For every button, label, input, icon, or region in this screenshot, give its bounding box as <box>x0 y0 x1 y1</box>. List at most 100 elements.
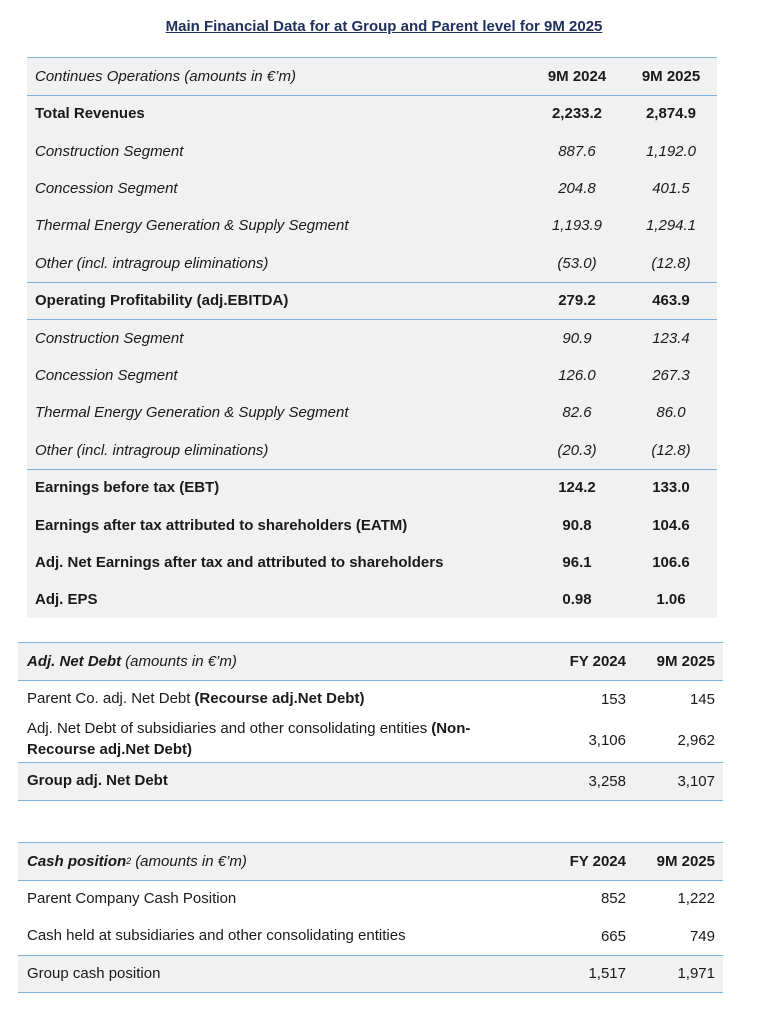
rule <box>18 955 723 956</box>
rule <box>27 95 717 96</box>
rule <box>27 319 717 321</box>
row-label: Adj. EPS <box>35 591 98 609</box>
cell-value: 1,294.1 <box>645 217 697 235</box>
rule <box>18 880 723 881</box>
header-label: Continues Operations (amounts in €’m) <box>35 67 296 85</box>
cell-value: 1.06 <box>656 591 686 609</box>
header-col: 9M 2024 <box>547 67 607 85</box>
row-text: Cash held at subsidiaries and other cons… <box>27 927 406 944</box>
row-label: Other (incl. intragroup eliminations) <box>35 441 269 459</box>
rule <box>18 842 723 843</box>
row-label: Group adj. Net Debt <box>27 762 527 800</box>
cell-value: 133.0 <box>652 479 690 497</box>
cell-value: 665 <box>600 927 626 945</box>
row-bg <box>18 955 723 992</box>
row-label: Adj. Net Earnings after tax and attribut… <box>35 553 444 571</box>
row-label: Parent Company Cash Position <box>27 880 527 917</box>
superscript: 2 <box>126 856 132 866</box>
header-label: Cash position 2 (amounts in €’m) <box>27 842 247 880</box>
cell-value: 1,971 <box>677 965 715 982</box>
header-col: 9M 2025 <box>641 67 701 85</box>
cell-value: 463.9 <box>652 292 690 310</box>
cell-value: 1,222 <box>677 890 715 907</box>
cell-value: 96.1 <box>562 553 592 571</box>
cell-value: 104.6 <box>652 516 690 534</box>
cell-value: 90.8 <box>562 516 592 534</box>
row-label: Total Revenues <box>35 105 145 123</box>
header-col: FY 2024 <box>569 852 626 870</box>
row-label: Other (incl. intragroup eliminations) <box>35 254 269 272</box>
cell-value: 3,107 <box>677 772 715 790</box>
cell-value: 124.2 <box>558 479 596 497</box>
cell-value: 887.6 <box>558 142 596 160</box>
cell-value: 2,962 <box>677 731 715 749</box>
table-bg <box>27 57 717 618</box>
row-bg <box>18 762 723 800</box>
header-text: Adj. Net Debt <box>27 652 122 670</box>
row-text: Adj. Net Debt of subsidiaries and other … <box>27 720 428 737</box>
cell-value: 267.3 <box>652 366 690 384</box>
header-col: FY 2024 <box>569 652 626 670</box>
header-text: (amounts in €’m) <box>135 852 247 870</box>
row-label: Concession Segment <box>35 179 178 197</box>
cell-value: 3,106 <box>588 731 626 749</box>
cell-value: 82.6 <box>562 404 592 422</box>
cell-value: 153 <box>600 690 626 708</box>
header-label: Adj. Net Debt (amounts in €’m) <box>27 642 237 680</box>
cell-value: 106.6 <box>652 553 690 571</box>
cell-value: 126.0 <box>558 366 596 384</box>
header-text: (amounts in €’m) <box>125 652 237 670</box>
cell-value: 852 <box>600 890 626 907</box>
cell-value: 2,874.9 <box>645 105 697 123</box>
cell-value: 1,192.0 <box>645 142 697 160</box>
row-label: Construction Segment <box>35 329 184 347</box>
row-text: (Recourse adj.Net Debt) <box>194 690 365 707</box>
row-text: Group cash position <box>27 965 161 982</box>
row-label: Concession Segment <box>35 366 178 384</box>
row-label: Group cash position <box>27 955 527 992</box>
header-text: Cash position <box>27 852 127 870</box>
rule <box>18 680 723 681</box>
header-col: 9M 2025 <box>656 652 715 670</box>
cell-value: 401.5 <box>652 179 690 197</box>
row-label: Cash held at subsidiaries and other cons… <box>27 917 527 955</box>
cell-value: 1,517 <box>588 965 626 982</box>
cell-value: (12.8) <box>651 254 691 272</box>
row-label: Parent Co. adj. Net Debt (Recourse adj.Ne… <box>27 680 527 718</box>
header-col: 9M 2025 <box>656 852 715 870</box>
cell-value: (53.0) <box>557 254 597 272</box>
cell-value: 0.98 <box>562 591 592 609</box>
rule <box>18 992 723 993</box>
cell-value: 3,258 <box>588 772 626 790</box>
header-bg <box>18 642 723 680</box>
cell-value: 2,233.2 <box>551 105 603 123</box>
row-label: Adj. Net Debt of subsidiaries and other … <box>27 718 527 762</box>
header-bg <box>18 842 723 880</box>
rule <box>18 642 723 643</box>
cell-value: 749 <box>689 927 715 945</box>
rule <box>27 57 717 58</box>
rule <box>27 469 717 470</box>
row-text: Group adj. Net Debt <box>27 772 168 789</box>
cell-value: 1,193.9 <box>551 217 603 235</box>
rule <box>18 800 723 801</box>
row-label: Earnings before tax (EBT) <box>35 479 220 497</box>
row-label: Earnings after tax attributed to shareho… <box>35 516 408 534</box>
title: Main Financial Data for at Group and Par… <box>165 18 603 35</box>
cell-value: 86.0 <box>656 404 686 422</box>
cell-value: (20.3) <box>557 441 597 459</box>
row-text: (Non-Recourse adj.Net Debt) <box>27 720 471 758</box>
row-label: Construction Segment <box>35 142 184 160</box>
rule <box>18 762 723 763</box>
row-label: Thermal Energy Generation & Supply Segme… <box>35 217 349 235</box>
cell-value: 145 <box>689 690 715 708</box>
row-text: Parent Co. adj. Net Debt <box>27 690 191 707</box>
row-label: Thermal Energy Generation & Supply Segme… <box>35 404 349 422</box>
row-label: Operating Profitability (adj.EBITDA) <box>35 292 289 310</box>
cell-value: 204.8 <box>558 179 596 197</box>
cell-value: (12.8) <box>651 441 691 459</box>
cell-value: 90.9 <box>562 329 592 347</box>
cell-value: 123.4 <box>652 329 690 347</box>
rule <box>27 282 717 283</box>
